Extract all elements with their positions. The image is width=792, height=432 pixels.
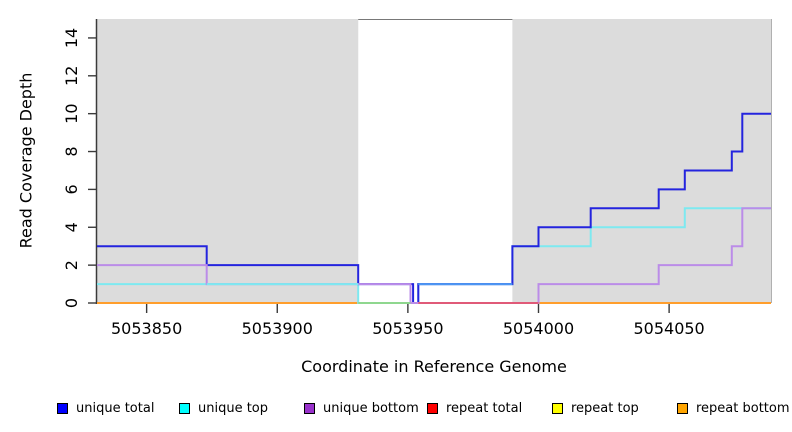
x-axis-tick-label: 5053900 <box>242 319 313 338</box>
x-axis-tick-label: 5053850 <box>111 319 182 338</box>
y-axis-tick-label: 10 <box>62 103 81 123</box>
y-axis-tick-label: 2 <box>62 260 81 270</box>
y-axis-tick-label: 0 <box>62 298 81 308</box>
x-axis-tick-label: 5054050 <box>633 319 704 338</box>
legend-label: repeat top <box>571 400 639 416</box>
legend-swatch-repeat-top <box>552 402 563 414</box>
shaded-region <box>512 19 771 303</box>
legend-label: unique top <box>198 400 269 416</box>
legend-label: unique total <box>76 400 155 416</box>
y-axis-tick-label: 4 <box>62 222 81 232</box>
legend-item-unique-bottom: unique bottom <box>304 397 419 419</box>
y-axis-tick-label: 8 <box>62 146 81 156</box>
legend-item-repeat-total: repeat total <box>427 397 522 419</box>
legend-label: unique bottom <box>323 400 419 416</box>
y-axis-tick-label: 6 <box>62 184 81 194</box>
legend-swatch-repeat-total <box>427 402 438 414</box>
x-axis-tick-label: 5054000 <box>503 319 574 338</box>
y-axis-tick-label: 14 <box>62 28 81 48</box>
x-axis-tick-label: 5053950 <box>372 319 443 338</box>
x-axis-title: Coordinate in Reference Genome <box>301 357 567 376</box>
legend-item-repeat-bottom: repeat bottom <box>677 397 790 419</box>
y-axis-title: Read Coverage Depth <box>16 72 36 249</box>
coverage-chart-canvas: 5053850 5053900 5053950 5054000 5054050 0 2 4 6 8… <box>62 19 772 338</box>
shaded-region <box>97 19 359 303</box>
legend-label: repeat total <box>446 400 523 416</box>
legend-item-repeat-top: repeat top <box>552 397 639 419</box>
series-line-unique-total <box>97 112 771 304</box>
legend-swatch-unique-bottom <box>304 402 315 414</box>
legend-item-unique-total: unique total <box>57 397 154 419</box>
legend-swatch-repeat-bottom <box>677 402 688 414</box>
legend-label: repeat bottom <box>696 400 790 416</box>
legend-swatch-unique-total <box>57 402 68 414</box>
legend-item-unique-top: unique top <box>179 397 268 419</box>
legend-swatch-unique-top <box>179 402 190 414</box>
legend: unique total unique top unique bottom re… <box>0 397 792 423</box>
y-axis-tick-label: 12 <box>62 66 81 86</box>
